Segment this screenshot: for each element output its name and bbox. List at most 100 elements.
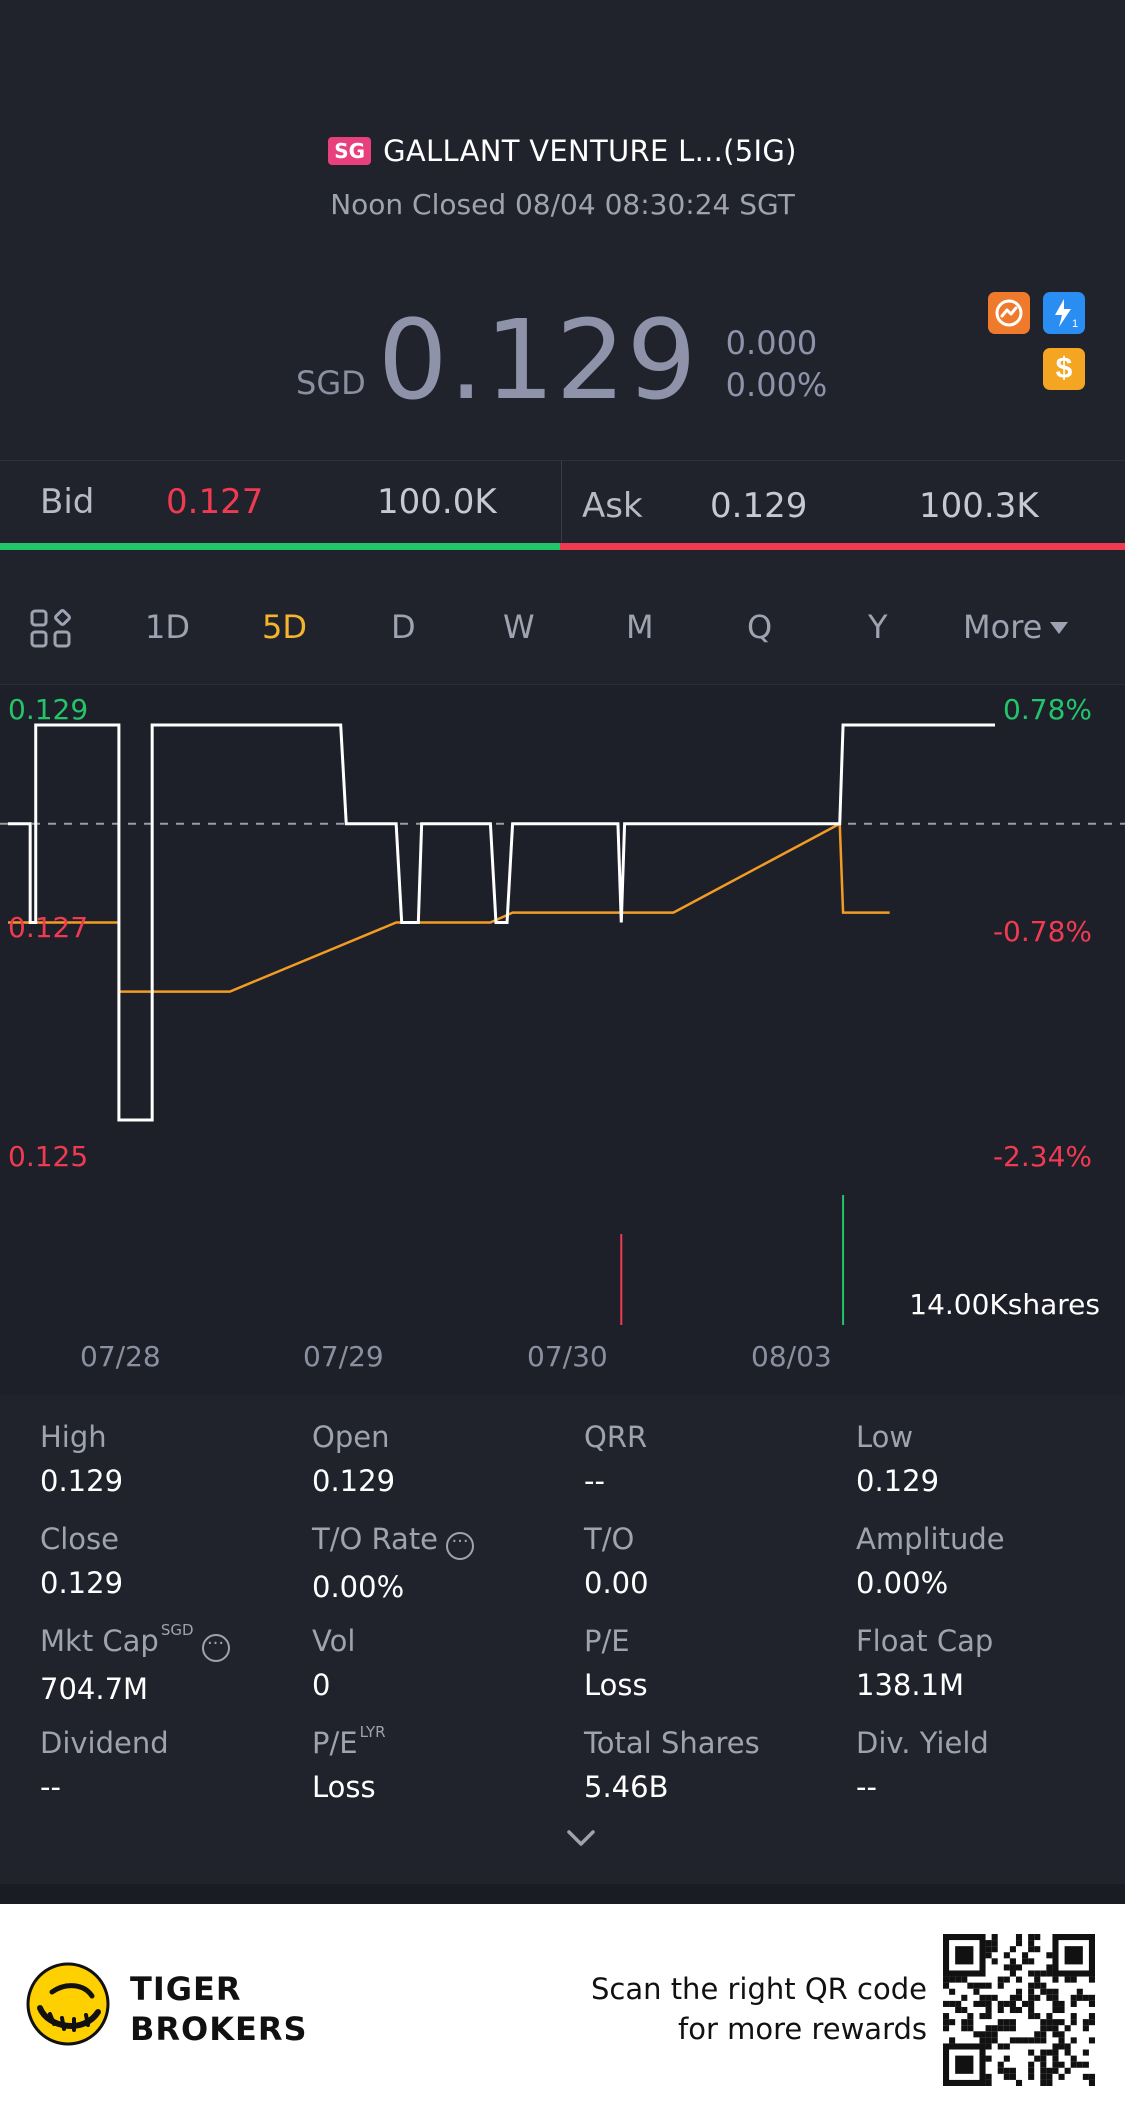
volume-label: 14.00Kshares <box>909 1288 1100 1321</box>
stat-low: Low 0.129 <box>856 1420 939 1498</box>
stat-value: 5.46B <box>584 1770 669 1804</box>
market-badge: SG <box>328 137 372 165</box>
qr-code-graphic <box>943 1934 1095 2086</box>
stat-value: 0.129 <box>40 1566 124 1600</box>
tab-more-label: More <box>963 608 1043 646</box>
brand-name-line1: TIGER <box>130 1970 242 2008</box>
expand-chevron-icon[interactable] <box>566 1828 596 1848</box>
stat-value: 138.1M <box>856 1668 965 1702</box>
stat-label: Vol <box>312 1624 356 1658</box>
tab-m[interactable]: M <box>626 608 654 646</box>
x-axis-label: 07/30 <box>527 1340 608 1373</box>
promo-text-line2: for more rewards <box>678 2012 927 2046</box>
chart-layout-icon[interactable] <box>30 607 72 649</box>
more-info-icon[interactable]: ··· <box>201 1634 230 1662</box>
brand-name-line2: BROKERS <box>130 2010 308 2048</box>
ask-volume-bar <box>560 543 1125 550</box>
stat-label: Dividend <box>40 1726 169 1760</box>
pct-axis-label-mid: -0.78% <box>992 915 1092 948</box>
stat-value: 0.129 <box>856 1464 940 1498</box>
ask-price: 0.129 <box>710 486 808 526</box>
qr-code[interactable] <box>943 1934 1095 2086</box>
stat-amplitude: Amplitude 0.00% <box>856 1522 1005 1600</box>
stat-label: Total Shares <box>584 1726 760 1760</box>
y-axis-label-bottom: 0.125 <box>8 1140 89 1173</box>
stat-open: Open 0.129 <box>312 1420 395 1498</box>
stat-label: QRR <box>584 1420 648 1454</box>
stat-label: P/E <box>584 1624 630 1658</box>
stat-value: 0.00% <box>856 1566 949 1600</box>
more-info-icon[interactable]: ··· <box>446 1532 475 1560</box>
currency-superscript: SGD <box>160 1621 194 1639</box>
stat-high: High 0.129 <box>40 1420 123 1498</box>
flash-subscript: 1 <box>1072 318 1078 330</box>
ask-label: Ask <box>582 486 643 526</box>
stat-pe-lyr: P/E LYR Loss <box>312 1723 386 1804</box>
promo-text-line1: Scan the right QR code <box>590 1972 927 2006</box>
stock-title-row[interactable]: SG GALLANT VENTURE L...(5IG) <box>0 130 1125 172</box>
stat-value: 0.129 <box>312 1464 396 1498</box>
last-price: 0.129 <box>377 296 698 424</box>
x-axis-label: 07/28 <box>80 1340 161 1373</box>
currency-label: SGD <box>296 364 366 402</box>
pct-axis-label-top: 0.78% <box>1003 693 1092 726</box>
stat-turnover: T/O 0.00 <box>584 1522 649 1600</box>
bid-label: Bid <box>40 482 95 522</box>
stat-label: Close <box>40 1522 119 1556</box>
bid-ask-divider <box>561 460 562 542</box>
tab-d[interactable]: D <box>391 608 416 646</box>
dollar-icon[interactable]: $ <box>1043 348 1085 390</box>
tab-q[interactable]: Q <box>747 608 773 646</box>
tab-1d[interactable]: 1D <box>145 608 190 646</box>
stat-float-cap: Float Cap 138.1M <box>856 1624 993 1702</box>
x-axis-label: 08/03 <box>751 1340 832 1373</box>
tab-w[interactable]: W <box>503 608 535 646</box>
stat-value: Loss <box>312 1770 376 1804</box>
flash-icon[interactable]: 1 <box>1043 292 1085 334</box>
stat-label: Amplitude <box>856 1522 1005 1556</box>
stat-volume: Vol 0 <box>312 1624 355 1702</box>
stat-value: Loss <box>584 1668 648 1702</box>
tiger-logo-icon <box>26 1962 110 2046</box>
stat-total-shares: Total Shares 5.46B <box>584 1726 760 1804</box>
dollar-glyph: $ <box>1055 352 1073 385</box>
stat-label: Mkt Cap <box>40 1624 159 1658</box>
stat-pe: P/E Loss <box>584 1624 648 1702</box>
stat-value: 704.7M <box>40 1672 149 1706</box>
price-line <box>8 723 995 1122</box>
bid-ask-panel <box>0 460 1125 550</box>
stock-title: GALLANT VENTURE L...(5IG) <box>383 134 797 168</box>
y-axis-label-top: 0.129 <box>8 693 89 726</box>
pct-axis-label-bottom: -2.34% <box>992 1140 1092 1173</box>
gauge-icon[interactable] <box>988 292 1030 334</box>
stat-dividend: Dividend -- <box>40 1726 169 1804</box>
tab-more[interactable]: More <box>963 608 1069 646</box>
stat-label: T/O <box>584 1522 635 1556</box>
ask-size: 100.3K <box>919 486 1039 526</box>
caret-down-icon <box>1050 622 1069 634</box>
price-chart[interactable]: 0.129 0.127 0.125 0.78% -0.78% -2.34% 14… <box>0 685 1125 1395</box>
price-change-percent: 0.00% <box>725 366 828 404</box>
stat-value: -- <box>584 1464 605 1498</box>
average-line <box>8 821 890 993</box>
stat-value: 0 <box>312 1668 331 1702</box>
stat-label: P/E <box>312 1726 358 1760</box>
bid-size: 100.0K <box>377 482 497 522</box>
change-column: 0.000 0.00% <box>726 324 828 404</box>
stat-value: -- <box>856 1770 877 1804</box>
stat-label: Low <box>856 1420 914 1454</box>
chart-svg <box>0 723 1125 1325</box>
y-axis-label-mid: 0.127 <box>8 911 89 944</box>
stat-label: High <box>40 1420 107 1454</box>
bid-volume-bar <box>0 543 560 550</box>
lyr-superscript: LYR <box>359 1723 386 1741</box>
stat-market-cap: Mkt Cap SGD ··· 704.7M <box>40 1621 230 1706</box>
tab-y[interactable]: Y <box>868 608 888 646</box>
stat-turnover-rate: T/O Rate ··· 0.00% <box>312 1522 475 1604</box>
footer-separator <box>0 1884 1125 1904</box>
stat-value: -- <box>40 1770 61 1804</box>
tab-5d[interactable]: 5D <box>262 608 307 646</box>
market-status: Noon Closed 08/04 08:30:24 SGT <box>330 188 795 221</box>
price-change: 0.000 <box>725 324 818 362</box>
stat-label: Float Cap <box>856 1624 994 1658</box>
